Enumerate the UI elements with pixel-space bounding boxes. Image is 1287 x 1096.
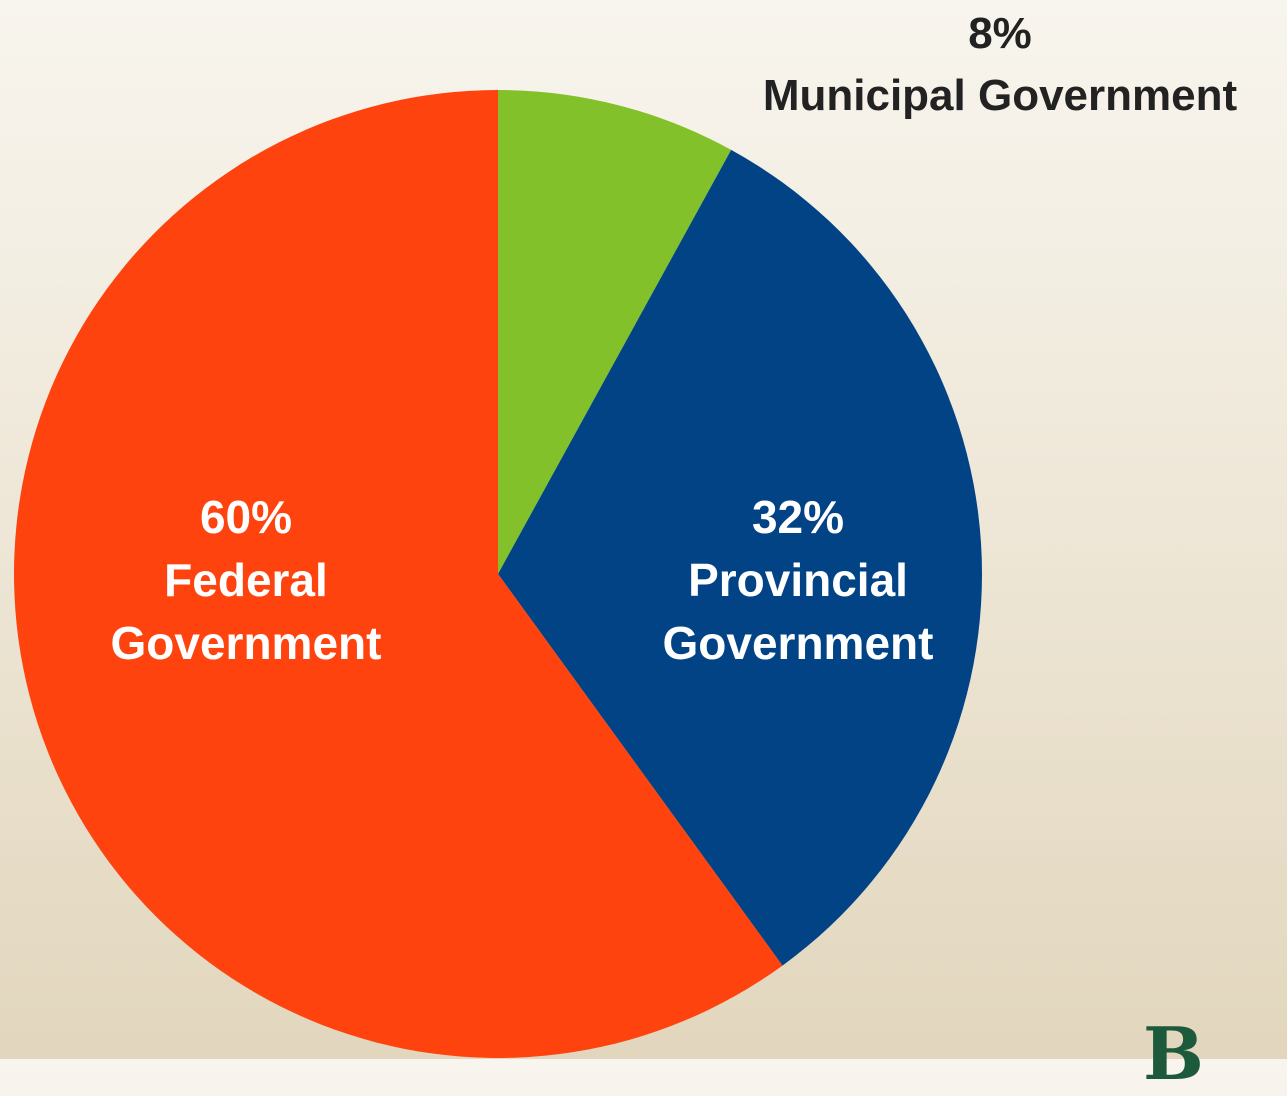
label-text-line: Government — [663, 617, 934, 669]
label-municipal-government: 8% Municipal Government — [763, 9, 1238, 120]
label-percent: 60% — [200, 491, 292, 543]
slice-federal-government — [13, 90, 783, 1059]
label-percent: 8% — [968, 9, 1032, 58]
label-text-line: Federal — [164, 554, 328, 606]
corner-logo-mark: B — [1143, 1011, 1204, 1096]
label-percent: 32% — [752, 491, 844, 543]
pie-slices — [13, 90, 982, 1059]
label-text-line: Municipal Government — [763, 71, 1238, 120]
slice-municipal-government — [498, 90, 732, 574]
label-text-line: Provincial — [688, 554, 908, 606]
label-provincial-government: 32% Provincial Government — [663, 491, 934, 669]
slice-provincial-government — [498, 149, 982, 966]
label-text-line: Government — [111, 617, 382, 669]
pie-labels: 8% Municipal Government 32% Provincial Gover… — [111, 9, 1238, 669]
label-federal-government: 60% Federal Government — [111, 491, 382, 669]
pie-chart: 8% Municipal Government 32% Provincial Gover… — [13, 9, 1238, 1059]
